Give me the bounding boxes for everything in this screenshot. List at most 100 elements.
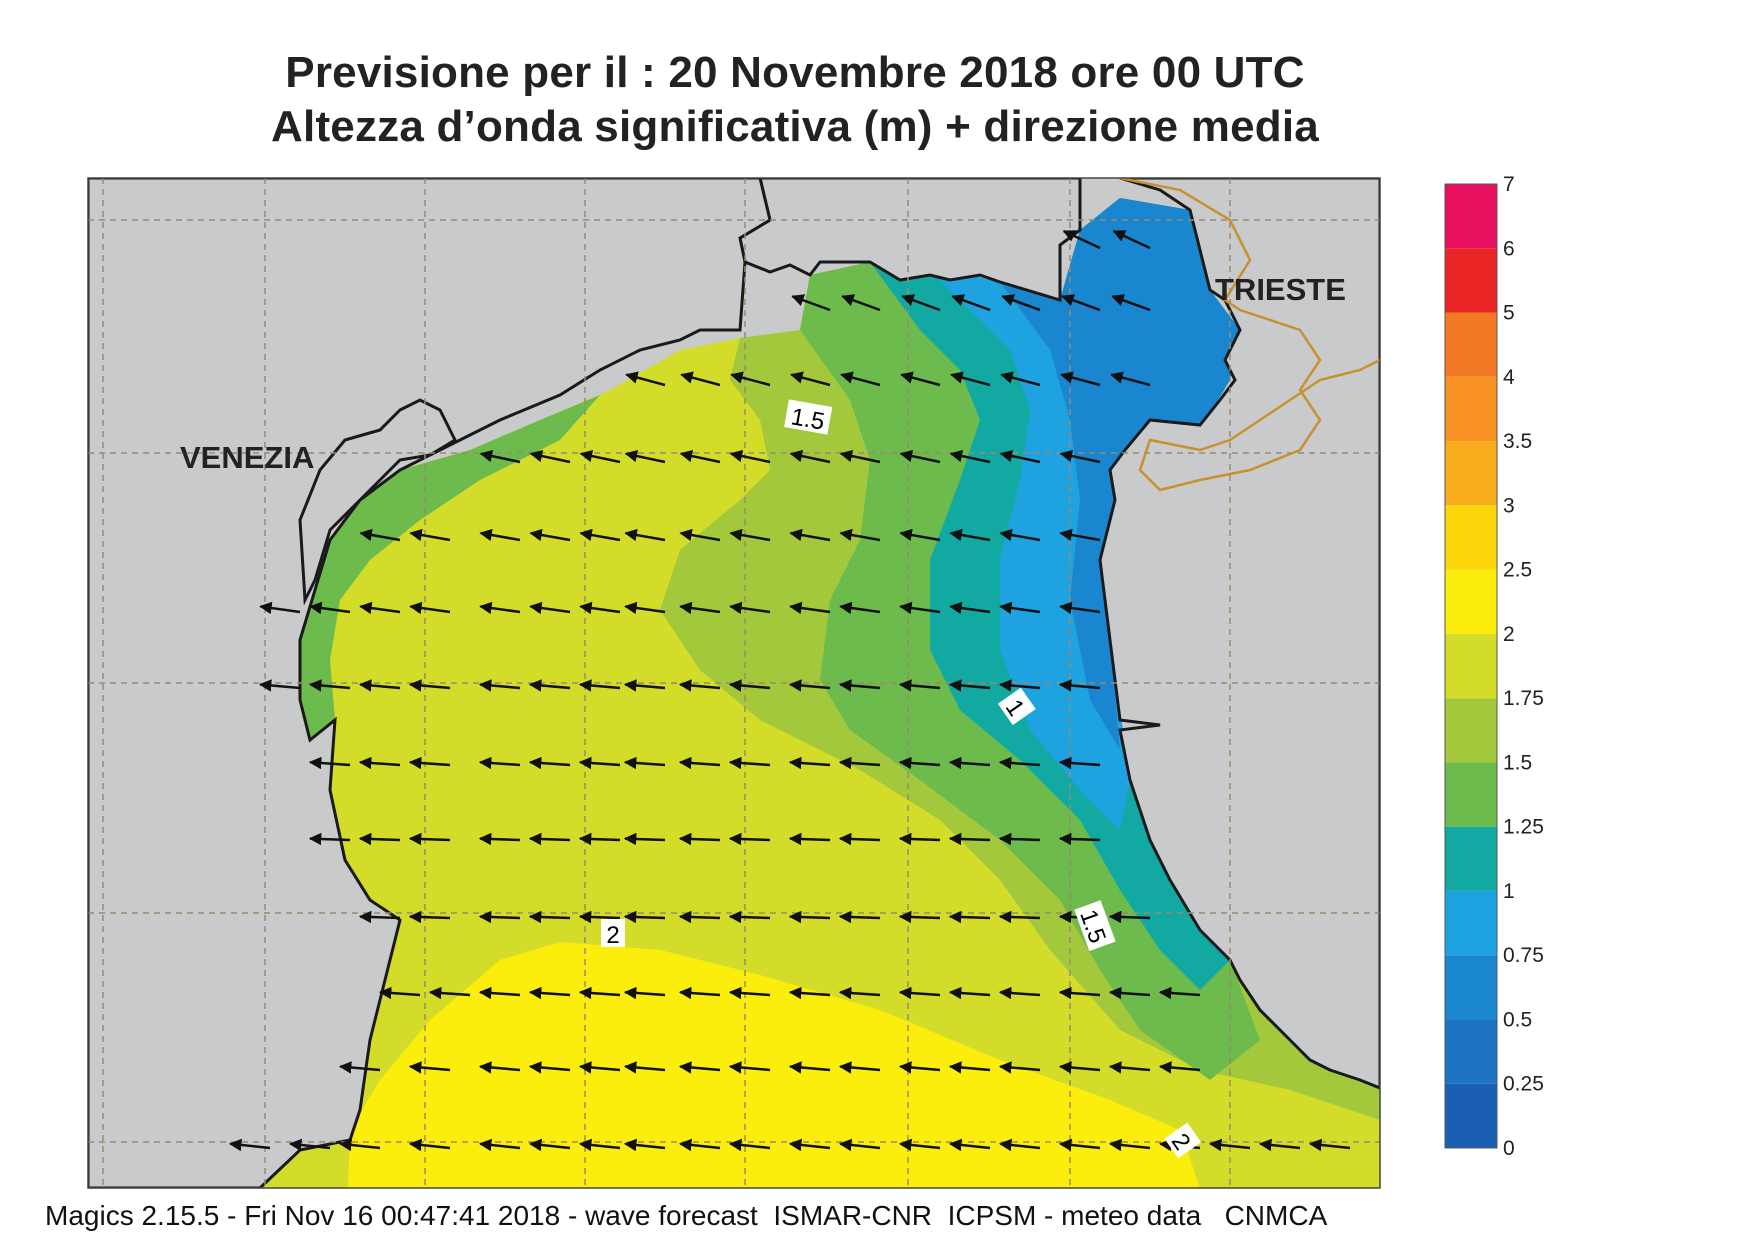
wave-direction-arrow [578,1061,621,1074]
wave-direction-arrow [679,449,721,464]
colorbar-tick-label: 2.5 [1503,559,1532,582]
wave-direction-arrow [528,756,571,770]
wave-direction-arrow [678,986,721,1000]
wave-direction-arrow [791,294,831,312]
wave-direction-arrow [728,832,771,846]
wave-direction-arrow [729,528,771,542]
wave-direction-arrow [1059,528,1101,542]
colorbar-tick-label: 1.5 [1503,751,1532,774]
wave-direction-arrows [228,229,1351,1152]
wave-direction-arrow [898,832,941,846]
wave-direction-arrow [788,832,831,846]
wave-direction-arrow [999,449,1041,464]
colorbar-swatch [1445,1019,1497,1084]
wave-direction-arrow [1108,986,1151,1000]
wave-direction-arrow [998,1138,1041,1152]
wave-direction-arrow [623,986,666,1000]
wave-direction-arrow [898,679,941,692]
wave-direction-arrow [578,986,621,1000]
colorbar-swatch [1445,505,1497,570]
wave-direction-arrow [579,601,621,615]
wave-direction-arrow [899,528,941,542]
colorbar-swatch [1445,955,1497,1020]
wave-direction-arrow [788,756,831,770]
wave-direction-arrow [998,756,1041,770]
wave-direction-arrow [679,601,721,615]
wave-direction-arrow [788,986,831,1000]
wave-direction-arrow [679,528,721,542]
svg-text:1.5: 1.5 [789,403,827,435]
wave-direction-arrow [528,832,571,846]
wave-direction-arrow [1060,371,1101,387]
wave-direction-arrow [625,371,666,387]
colorbar-tick-label: 6 [1503,237,1515,260]
colorbar-tick-label: 3 [1503,494,1515,517]
coastal-band-west [300,395,600,740]
wave-direction-arrow [408,756,451,770]
wave-direction-arrow [898,986,941,1000]
wave-direction-arrow [948,832,991,846]
wave-direction-arrow [838,832,881,846]
wave-direction-arrow [728,910,771,924]
wave-direction-arrow [949,528,991,542]
footer-credits: Magics 2.15.5 - Fri Nov 16 00:47:41 2018… [45,1200,1328,1231]
wave-direction-arrow [898,756,941,770]
wave-direction-arrow [378,986,421,1000]
colorbar-swatch [1445,1083,1497,1148]
wave-direction-arrow [998,1061,1041,1074]
wave-direction-arrow [838,986,881,1000]
wave-direction-arrow [899,601,941,615]
wave-direction-arrow [839,601,881,615]
wave-direction-arrow [308,832,351,846]
colorbar-swatch [1445,441,1497,506]
colorbar-swatch [1445,184,1497,249]
wave-direction-arrow [478,1061,521,1074]
wave-direction-arrow [728,1061,771,1074]
colorbar-frame [1444,183,1498,1149]
contour-label-1: 1.5 [784,399,833,436]
wave-direction-arrow [259,601,301,615]
wave-direction-arrow [528,679,571,692]
wave-direction-arrow [789,601,831,615]
wave-direction-arrow [839,528,881,542]
wave-direction-arrow [578,756,621,770]
wave-direction-arrow [730,371,771,387]
wave-direction-arrow [578,910,621,924]
wave-direction-arrow [840,371,881,387]
wave-direction-arrow [1108,1138,1151,1152]
wave-direction-arrow [623,910,666,924]
wave-direction-arrow [479,449,521,464]
wave-direction-arrow [948,756,991,770]
wave-direction-arrow [529,601,571,615]
wave-direction-arrow [529,528,571,542]
wave-direction-arrow [1000,371,1041,387]
colorbar: 0 0.25 0.5 0.75 1 1.25 1.5 1.75 2 2.5 3 3.5 4 5 6 7 [1444,173,1544,1160]
wave-direction-arrow [309,601,351,615]
colorbar-swatch [1445,312,1497,377]
wave-direction-arrow [838,910,881,924]
wave-direction-arrow [478,1138,521,1152]
wave-direction-arrow [308,679,351,692]
wave-direction-arrow [623,679,666,692]
wave-direction-arrow [408,910,451,924]
wave-direction-arrow [839,449,881,464]
wave-direction-arrow [338,1138,381,1152]
wave-direction-arrow [408,1138,451,1152]
wave-direction-arrow [901,294,941,312]
wave-direction-arrow [359,601,401,615]
colorbar-tick-label: 0 [1503,1137,1515,1160]
wave-direction-arrow [999,601,1041,615]
wave-direction-arrow [1058,679,1101,692]
wave-direction-arrow [948,1138,991,1152]
wave-direction-arrow [258,679,301,692]
wave-direction-arrow [678,832,721,846]
wave-direction-arrow [1058,756,1101,770]
wave-direction-arrow [948,986,991,1000]
wave-direction-arrow [898,1061,941,1074]
colorbar-tick-label: 1.25 [1503,816,1544,839]
wave-direction-arrow [478,910,521,924]
wave-direction-arrow [788,1138,831,1152]
colorbar-swatch [1445,569,1497,634]
wave-direction-arrow [479,601,521,615]
